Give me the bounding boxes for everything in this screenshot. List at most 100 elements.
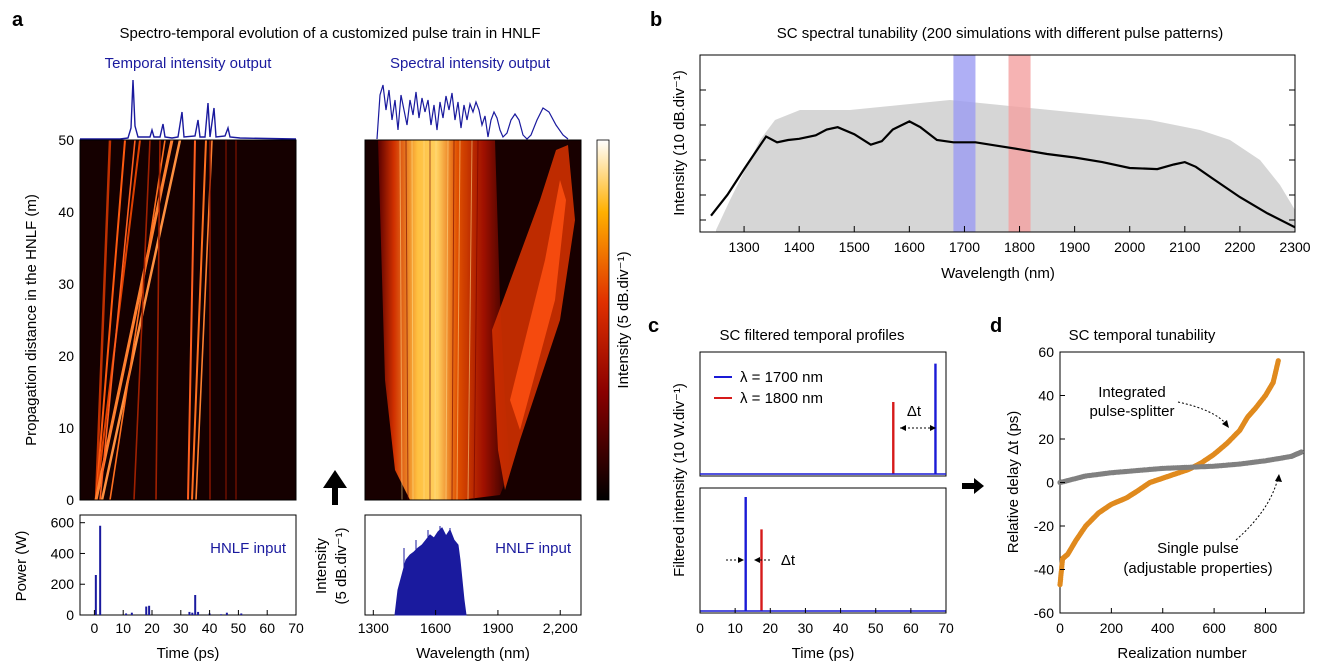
panel-d-title: SC temporal tunability [1069, 327, 1216, 344]
spec-input-frame [364, 514, 582, 616]
spectral-output-label: Spectral intensity output [390, 55, 551, 72]
d-annotation-single-line2: (adjustable properties) [1123, 560, 1272, 577]
time-trace [100, 140, 182, 500]
x-tick-label: 0 [1056, 620, 1064, 636]
time-map-frame [79, 139, 297, 501]
time-trace [95, 140, 126, 500]
y-tick-label: 60 [1038, 344, 1054, 360]
x-tick-label: 10 [115, 620, 131, 636]
d-y-ticks: -60 -40 -20 0 20 40 60 [1034, 344, 1065, 621]
spec-input-spikes [403, 526, 451, 615]
b-y-axis-label: Intensity (10 dB.div⁻¹) [671, 70, 688, 215]
x-tick-label: 60 [259, 620, 275, 636]
wavelength-x-ticks: 1300 1600 1900 2,200 [358, 610, 578, 636]
arrow-head-left-icon [900, 425, 906, 431]
x-tick-label: 1400 [784, 239, 815, 255]
spec-map-core [378, 140, 510, 500]
d-annotation-single-arrow [1235, 477, 1279, 541]
c-y-axis-label: Filtered intensity (10 W.div⁻¹) [671, 383, 688, 577]
time-map-lines [94, 140, 237, 500]
x-tick-label: 40 [833, 620, 849, 636]
spec-stripe [434, 140, 437, 500]
wavelength-x-axis-label: Wavelength (nm) [416, 645, 530, 662]
x-tick-label: 2,200 [543, 620, 578, 636]
panel-b-title: SC spectral tunability (200 simulations … [777, 25, 1224, 42]
time-input-frame [79, 514, 297, 616]
up-arrow-icon [323, 470, 347, 505]
b-gray-cloud [716, 100, 1295, 232]
d-annotation-splitter-arrow [1177, 401, 1228, 426]
c-top-frame [699, 351, 947, 477]
x-tick-label: 1500 [839, 239, 870, 255]
b-x-ticks: 1300 1400 1500 1600 1700 1800 1900 2000 2100 2200… [728, 226, 1311, 255]
b-band-1800 [1008, 55, 1031, 232]
time-evolution-map [80, 140, 296, 500]
arrow-head-right-icon [738, 557, 744, 563]
x-tick-label: 60 [903, 620, 919, 636]
x-tick-label: 2100 [1169, 239, 1200, 255]
spec-stripe [399, 140, 403, 500]
y-tick-label: 20 [1038, 431, 1054, 447]
panel-b-axes: 1300 1400 1500 1600 1700 1800 1900 2000 2100 2200… [671, 54, 1311, 282]
time-x-axis-label: Time (ps) [157, 645, 220, 662]
b-frame [699, 54, 1296, 233]
time-input-axes: 0 200 400 600 0 10 20 30 40 50 60 70 HNLF input Po… [13, 514, 304, 662]
y-tick-label: -40 [1034, 562, 1054, 578]
map-y-axis-label: Propagation distance in the HNLF (m) [23, 194, 40, 446]
time-map-background [80, 140, 296, 500]
d-y-axis-label: Relative delay Δt (ps) [1005, 411, 1022, 554]
x-tick-label: 0 [91, 620, 99, 636]
x-tick-label: 1700 [949, 239, 980, 255]
spec-input-label: HNLF input [495, 540, 572, 557]
x-tick-label: 50 [868, 620, 884, 636]
x-tick-label: 400 [1151, 620, 1175, 636]
d-annotation-splitter-line2: pulse-splitter [1089, 403, 1174, 420]
x-tick-label: 600 [1202, 620, 1226, 636]
y-tick-label: 600 [51, 515, 75, 531]
b-mean-spectrum-line [710, 120, 1296, 229]
y-tick-label: -60 [1034, 605, 1054, 621]
colorbar [596, 139, 610, 501]
y-tick-label: -20 [1034, 518, 1054, 534]
spec-stripe [467, 140, 473, 500]
time-input-y-axis-label: Power (W) [13, 531, 30, 602]
b-y-ticks [700, 89, 1295, 221]
y-tick-label: 200 [51, 576, 75, 592]
arrow-head-icon [1275, 474, 1282, 482]
colorbar-label: Intensity (5 dB.div⁻¹) [615, 251, 632, 388]
panel-letter-a: a [12, 9, 24, 31]
spec-map-stripes [399, 140, 473, 500]
arrow-head-icon [1222, 420, 1229, 428]
spectral-evolution-map [365, 140, 581, 500]
c-x-axis-label: Time (ps) [792, 645, 855, 662]
spec-map-wing-inner [510, 180, 566, 430]
time-map-y-ticks: 0 10 20 30 40 50 [58, 132, 74, 508]
panel-letter-c: c [648, 315, 659, 337]
spec-input-y-axis-label-line1: Intensity [313, 538, 330, 594]
b-cloud-fill [716, 100, 1295, 232]
time-input-bars [94, 525, 243, 615]
y-tick-label: 0 [1046, 475, 1054, 491]
d-x-axis-label: Realization number [1117, 645, 1246, 662]
x-tick-label: 200 [1100, 620, 1124, 636]
spectral-output-line [376, 84, 569, 140]
y-tick-label: 400 [51, 545, 75, 561]
legend-label-1800: λ = 1800 nm [740, 390, 823, 407]
time-input-label: HNLF input [210, 540, 287, 557]
spec-stripe [445, 140, 449, 500]
time-trace [94, 140, 112, 500]
time-trace [109, 140, 166, 500]
c-legend: λ = 1700 nm λ = 1800 nm [714, 369, 823, 407]
single-pulse-point [1298, 449, 1304, 455]
y-tick-label: 0 [66, 492, 74, 508]
y-tick-label: 0 [66, 607, 74, 623]
c-delta-top: Δt [900, 403, 936, 431]
x-tick-label: 70 [938, 620, 954, 636]
spec-map-frame [364, 139, 582, 501]
d-x-ticks: 0 200 400 600 800 [1056, 608, 1277, 636]
x-tick-label: 30 [173, 620, 189, 636]
x-tick-label: 1900 [482, 620, 513, 636]
spec-input-y-axis-label-line2: (5 dB.div⁻¹) [333, 527, 350, 604]
spectral-output-trace [376, 84, 569, 140]
